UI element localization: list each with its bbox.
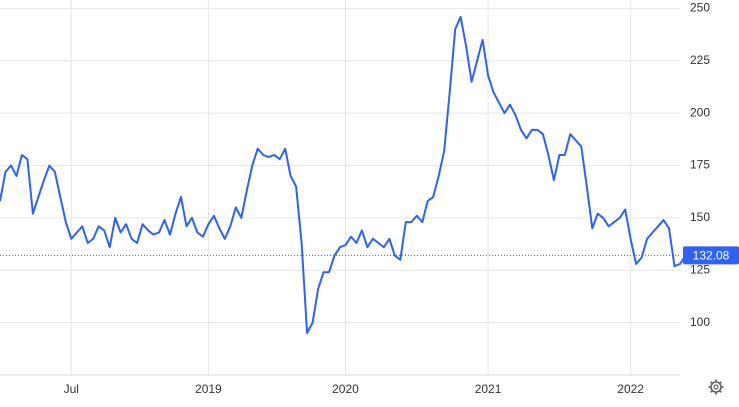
y-tick-label: 200 <box>690 105 710 119</box>
last-price-tag <box>683 246 739 265</box>
x-tick-label: 2019 <box>195 382 222 396</box>
x-tick-label: 2022 <box>617 382 644 396</box>
y-tick-label: 100 <box>690 315 710 329</box>
x-tick-label: 2020 <box>332 382 359 396</box>
gear-teeth <box>708 379 724 395</box>
y-tick-label: 175 <box>690 158 710 172</box>
gear-icon[interactable] <box>708 379 724 395</box>
x-tick-label: Jul <box>64 382 79 396</box>
y-tick-label: 125 <box>690 262 710 276</box>
last-price-label: 132.08 <box>693 249 730 263</box>
y-tick-label: 250 <box>690 1 710 15</box>
x-tick-label: 2021 <box>475 382 502 396</box>
price-line <box>0 15 687 335</box>
gear-hub <box>713 384 719 390</box>
y-tick-label: 150 <box>690 210 710 224</box>
y-tick-label: 225 <box>690 53 710 67</box>
